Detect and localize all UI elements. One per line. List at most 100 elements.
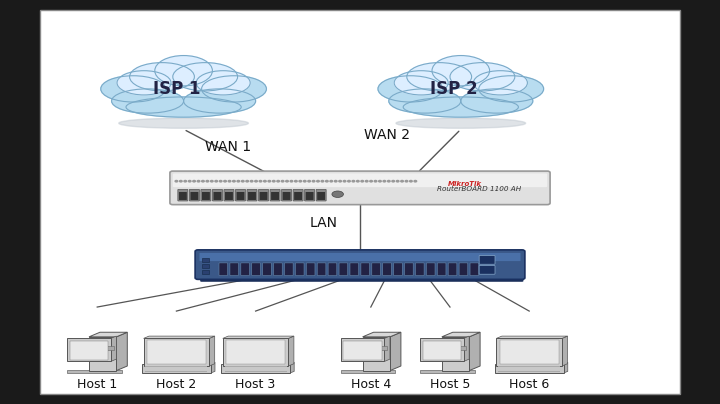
FancyBboxPatch shape xyxy=(283,192,291,200)
Ellipse shape xyxy=(155,55,212,86)
FancyBboxPatch shape xyxy=(236,192,245,200)
Bar xyxy=(145,368,207,369)
FancyBboxPatch shape xyxy=(270,189,280,201)
Text: Host 3: Host 3 xyxy=(235,378,276,391)
Ellipse shape xyxy=(461,89,533,113)
Text: Host 5: Host 5 xyxy=(430,378,470,391)
Bar xyxy=(145,371,207,372)
Ellipse shape xyxy=(119,118,248,128)
Bar xyxy=(498,366,560,367)
FancyBboxPatch shape xyxy=(202,192,210,200)
Circle shape xyxy=(259,181,262,182)
FancyBboxPatch shape xyxy=(328,263,337,276)
Bar xyxy=(91,346,114,350)
FancyBboxPatch shape xyxy=(189,189,199,201)
Circle shape xyxy=(330,181,333,182)
Polygon shape xyxy=(469,332,480,370)
FancyBboxPatch shape xyxy=(459,263,468,276)
Bar xyxy=(363,337,390,370)
Bar xyxy=(70,341,108,360)
Ellipse shape xyxy=(396,118,526,128)
Bar xyxy=(145,366,207,367)
Circle shape xyxy=(197,181,200,182)
FancyBboxPatch shape xyxy=(195,250,525,280)
Circle shape xyxy=(175,181,178,182)
FancyBboxPatch shape xyxy=(260,192,268,200)
FancyBboxPatch shape xyxy=(426,263,435,276)
FancyBboxPatch shape xyxy=(415,263,424,276)
Bar xyxy=(222,339,289,366)
Ellipse shape xyxy=(196,71,251,95)
Circle shape xyxy=(268,181,271,182)
Circle shape xyxy=(379,181,381,182)
Circle shape xyxy=(332,191,343,198)
Bar xyxy=(142,364,211,373)
FancyBboxPatch shape xyxy=(224,189,234,201)
FancyBboxPatch shape xyxy=(480,256,495,264)
Circle shape xyxy=(215,181,217,182)
Bar xyxy=(498,368,560,369)
FancyBboxPatch shape xyxy=(350,263,359,276)
Circle shape xyxy=(255,181,257,182)
Ellipse shape xyxy=(403,97,518,117)
Circle shape xyxy=(233,181,235,182)
FancyBboxPatch shape xyxy=(252,263,261,276)
Circle shape xyxy=(401,181,403,182)
Bar xyxy=(420,370,474,373)
Ellipse shape xyxy=(389,89,461,113)
Circle shape xyxy=(237,181,240,182)
FancyBboxPatch shape xyxy=(240,263,249,276)
Text: LAN: LAN xyxy=(310,216,338,230)
Circle shape xyxy=(290,181,293,182)
Bar xyxy=(202,264,209,268)
Circle shape xyxy=(272,181,275,182)
Ellipse shape xyxy=(378,76,443,102)
Ellipse shape xyxy=(474,71,528,95)
Bar xyxy=(496,339,562,366)
Circle shape xyxy=(303,181,306,182)
Circle shape xyxy=(387,181,390,182)
FancyBboxPatch shape xyxy=(263,263,271,276)
Bar xyxy=(147,340,206,364)
Text: MikroTik: MikroTik xyxy=(448,181,482,187)
Ellipse shape xyxy=(407,63,472,91)
Ellipse shape xyxy=(112,89,184,113)
FancyBboxPatch shape xyxy=(271,192,279,200)
FancyBboxPatch shape xyxy=(190,192,199,200)
Ellipse shape xyxy=(126,97,241,117)
FancyBboxPatch shape xyxy=(361,263,369,276)
Bar xyxy=(442,337,469,370)
FancyBboxPatch shape xyxy=(219,263,228,276)
Text: Host 2: Host 2 xyxy=(156,378,197,391)
Ellipse shape xyxy=(184,89,256,113)
Text: WAN 2: WAN 2 xyxy=(364,128,410,142)
Bar xyxy=(444,346,467,350)
Ellipse shape xyxy=(130,63,194,91)
Polygon shape xyxy=(222,336,294,339)
FancyBboxPatch shape xyxy=(179,192,187,200)
FancyBboxPatch shape xyxy=(305,189,315,201)
Circle shape xyxy=(277,181,279,182)
Circle shape xyxy=(356,181,359,182)
Circle shape xyxy=(282,181,284,182)
Circle shape xyxy=(365,181,368,182)
FancyBboxPatch shape xyxy=(258,189,269,201)
Circle shape xyxy=(308,181,310,182)
Text: WAN 1: WAN 1 xyxy=(205,141,251,154)
FancyBboxPatch shape xyxy=(274,263,282,276)
Bar xyxy=(202,258,209,262)
Circle shape xyxy=(202,181,204,182)
FancyBboxPatch shape xyxy=(284,263,293,276)
Circle shape xyxy=(220,181,222,182)
Bar xyxy=(341,370,395,373)
FancyBboxPatch shape xyxy=(318,263,326,276)
FancyBboxPatch shape xyxy=(225,192,233,200)
Bar xyxy=(67,370,122,373)
FancyBboxPatch shape xyxy=(339,263,348,276)
FancyBboxPatch shape xyxy=(230,263,238,276)
Bar xyxy=(67,339,111,362)
Circle shape xyxy=(206,181,209,182)
Ellipse shape xyxy=(479,76,544,102)
FancyBboxPatch shape xyxy=(201,189,211,201)
FancyBboxPatch shape xyxy=(293,189,303,201)
